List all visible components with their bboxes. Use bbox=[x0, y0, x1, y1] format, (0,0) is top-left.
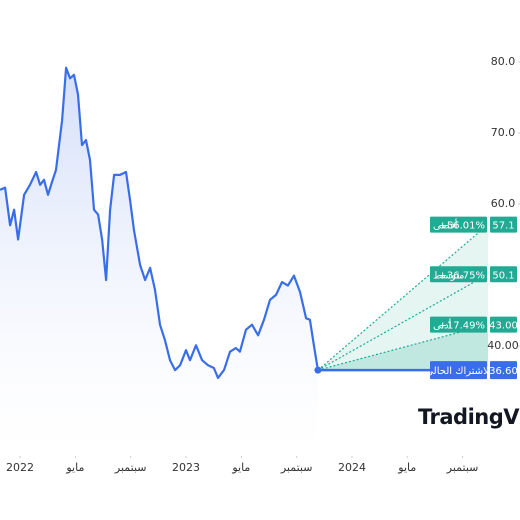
x-tick-label: مايو bbox=[65, 461, 84, 474]
price-line bbox=[0, 66, 319, 379]
target-value: 57.1 bbox=[492, 221, 514, 232]
target-change: +36.75% bbox=[438, 270, 485, 281]
current-value: 36.60 bbox=[489, 366, 518, 377]
last-point bbox=[314, 366, 322, 374]
target-name: أدنى bbox=[433, 319, 452, 332]
target-value-box bbox=[490, 216, 517, 233]
y-tick-label: 70.0 bbox=[491, 126, 516, 139]
current-name: الاشتراك الحالي bbox=[425, 366, 491, 377]
y-tick-label: 40.00 bbox=[487, 339, 519, 352]
target-line bbox=[317, 324, 489, 371]
current-value-box bbox=[490, 361, 517, 380]
x-tick-label: مايو bbox=[231, 461, 250, 474]
target-line bbox=[317, 224, 489, 371]
target-name: أقصى bbox=[433, 219, 458, 232]
forecast-fill bbox=[317, 224, 488, 371]
current-label-box bbox=[430, 361, 487, 380]
target-label-box bbox=[430, 266, 487, 283]
x-tick-label: 2023 bbox=[172, 461, 200, 474]
x-tick-label: مايو bbox=[397, 461, 416, 474]
target-label-box bbox=[430, 316, 487, 333]
target-value: 43.00 bbox=[489, 321, 518, 332]
target-name: متوسط bbox=[433, 270, 464, 281]
y-tick-label: 60.0 bbox=[491, 197, 516, 210]
target-line bbox=[317, 273, 489, 371]
x-tick-label: سبتمبر bbox=[280, 461, 313, 474]
target-change: +56.01% bbox=[438, 221, 485, 232]
target-change: +17.49% bbox=[438, 321, 485, 332]
target-label-box bbox=[430, 216, 487, 233]
target-value-box bbox=[490, 266, 517, 283]
y-tick-label: 80.0 bbox=[491, 55, 516, 68]
target-value-box bbox=[490, 316, 517, 333]
x-tick-label: 2024 bbox=[338, 461, 366, 474]
area bbox=[0, 67, 318, 450]
x-tick-label: 2022 bbox=[6, 461, 34, 474]
x-tick-label: سبتمبر bbox=[446, 461, 479, 474]
x-tick-label: سبتمبر bbox=[114, 461, 147, 474]
target-value: 50.1 bbox=[492, 270, 514, 281]
watermark: TradingView bbox=[418, 405, 520, 429]
